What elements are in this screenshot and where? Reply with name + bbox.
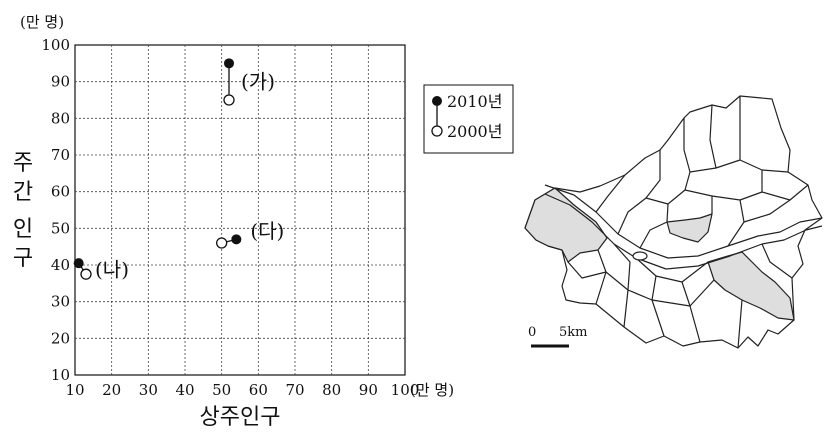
y-unit-label: (만 명) (20, 13, 64, 31)
y-tick-label: 70 (51, 146, 70, 164)
point-2010 (231, 234, 242, 245)
district-central-shaded (666, 213, 713, 243)
boundary-line (635, 257, 709, 283)
y-tick-label: 50 (51, 219, 70, 237)
y-tick-label: 20 (51, 329, 70, 347)
grid (75, 45, 405, 375)
boundary-line (595, 174, 626, 213)
y-tick-label: 40 (51, 256, 70, 274)
boundary-line (605, 271, 629, 291)
district-boundaries (567, 96, 809, 349)
point-label: (다) (250, 219, 284, 243)
han-river-south-bank (544, 193, 823, 270)
y-tick-label: 90 (51, 73, 70, 91)
y-axis-label-char: 인 (13, 217, 33, 242)
point-2010 (224, 58, 234, 69)
scale-zero: 0 (528, 325, 536, 340)
boundary-line (709, 104, 717, 169)
y-tick-label: 30 (51, 293, 70, 311)
boundary-line (651, 299, 691, 307)
y-tick-label: 80 (51, 109, 70, 127)
y-tick-label: 100 (41, 36, 70, 54)
legend-marker-2000 (431, 125, 443, 137)
point-label: (나) (95, 258, 129, 282)
legend-marker-2010 (432, 96, 442, 106)
legend-box (423, 84, 514, 154)
seoul-district-map (524, 95, 823, 349)
scale-bar: 0 5km (528, 325, 587, 348)
y-axis-label-char: 간 (13, 180, 33, 205)
x-tick-labels: 10 20 30 40 50 60 70 80 90 100 (65, 381, 419, 399)
x-tick-label: 40 (175, 381, 194, 399)
boundary-line (613, 243, 631, 328)
boundary-line (743, 199, 791, 223)
point-2000 (223, 94, 235, 106)
boundary-line (651, 299, 665, 337)
x-unit-label: (만 명) (410, 381, 454, 399)
plot-frame (74, 44, 406, 376)
x-tick-label: 80 (322, 381, 341, 399)
y-tick-labels: 10 20 30 40 50 60 70 80 90 100 (41, 36, 70, 384)
point-2000 (216, 237, 228, 249)
han-river-north-bank (544, 184, 823, 259)
boundary-line (761, 243, 793, 279)
y-axis-label-char: 주 (13, 151, 33, 176)
boundary-line (711, 170, 763, 201)
boundary-line (645, 118, 691, 205)
x-tick-label: 20 (102, 381, 121, 399)
x-tick-label: 10 (65, 381, 84, 399)
point-2010 (73, 258, 84, 269)
boundary-line (639, 221, 668, 249)
data-points: (가) (나) (다) (73, 58, 284, 282)
legend-label-2000: 2000년 (447, 122, 502, 141)
x-tick-label: 50 (212, 381, 231, 399)
point-label: (가) (241, 70, 275, 94)
y-tick-label: 10 (51, 366, 70, 384)
boundary-line (666, 203, 669, 223)
x-tick-label: 70 (285, 381, 304, 399)
boundary-line (737, 299, 743, 349)
scatter-chart: 10 20 30 40 50 60 70 80 90 100 10 20 30 40 50 60 70 80 90… (13, 13, 514, 430)
river-island (632, 251, 648, 261)
x-tick-label: 30 (139, 381, 158, 399)
boundary-line (689, 279, 715, 307)
x-tick-label: 90 (359, 381, 378, 399)
x-tick-label: 60 (249, 381, 268, 399)
scale-distance: 5km (559, 325, 587, 340)
x-axis-label: 상주인구 (200, 405, 281, 430)
y-axis-label-char: 구 (13, 246, 33, 271)
point-2000 (80, 268, 92, 280)
boundary-line (567, 261, 607, 279)
x-tick-label: 100 (391, 381, 420, 399)
boundary-line (689, 96, 741, 173)
legend: 2010년 2000년 (423, 84, 514, 154)
legend-label-2010: 2010년 (447, 92, 502, 111)
y-tick-label: 60 (51, 183, 70, 201)
